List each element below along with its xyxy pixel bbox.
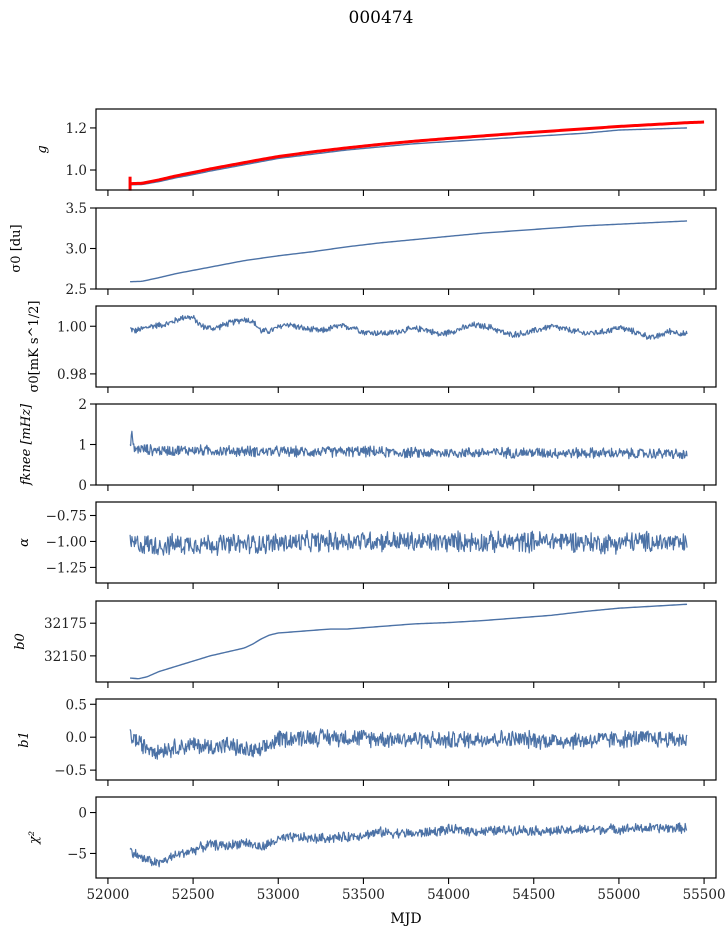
y-axis-label: b0 <box>13 633 28 650</box>
y-axis-label: g <box>35 145 50 153</box>
x-tick-label: 52000 <box>86 887 129 903</box>
series-line-sigma0_mK <box>130 314 688 340</box>
y-tick-label: 2.5 <box>66 282 87 298</box>
series-line-sigma0_du <box>130 220 688 283</box>
y-tick-label: 32175 <box>44 616 87 632</box>
panel-2: 2.5 3.0 3.5 σ0 [du] <box>9 201 717 298</box>
y-tick-label: 0 <box>78 478 87 494</box>
x-axis-label: MJD <box>390 911 421 927</box>
y-axis-label: b1 <box>17 731 32 748</box>
y-tick-label: −1.00 <box>46 534 87 550</box>
x-tick-label: 55500 <box>683 887 725 903</box>
x-tick-label: 55000 <box>597 887 640 903</box>
x-tick-label: 52500 <box>172 887 215 903</box>
y-tick-label: 1.0 <box>66 163 87 179</box>
y-tick-label: 3.0 <box>66 242 87 258</box>
y-tick-label: 32150 <box>44 649 87 665</box>
y-tick-label: 3.5 <box>66 201 87 217</box>
y-tick-label: −0.75 <box>46 509 87 525</box>
y-tick-label: 0.0 <box>66 730 87 746</box>
y-tick-label: −1.25 <box>46 560 87 576</box>
series-line-g-fit <box>130 120 705 186</box>
panels: 1.0 1.2 g 2.5 3.0 3.5 σ0 [du] 0.98 1.00 σ0[mK s^1… <box>9 108 725 903</box>
axes-frame <box>95 207 717 290</box>
y-axis-label: fknee [mHz] <box>19 403 34 486</box>
axes-frame <box>95 108 717 191</box>
x-tick-label: 54500 <box>512 887 555 903</box>
panel-4: 0 1 2 fknee [mHz] <box>19 397 717 494</box>
axes-frame <box>95 501 717 584</box>
y-axis-label: χ² <box>27 831 42 845</box>
panel-3: 0.98 1.00 σ0[mK s^1/2] <box>27 301 717 393</box>
x-tick-label: 53500 <box>342 887 385 903</box>
y-tick-label: −0.5 <box>54 763 87 779</box>
y-axis-label: σ0[mK s^1/2] <box>27 301 42 393</box>
y-tick-label: 1.00 <box>57 319 87 335</box>
series-line-chi2 <box>129 822 688 868</box>
series-line-g <box>130 127 688 186</box>
series-line-alpha <box>129 529 688 557</box>
x-tick-label: 53000 <box>257 887 300 903</box>
y-tick-label: 0 <box>78 806 87 822</box>
axes-frame <box>95 600 717 683</box>
y-axis-label: σ0 [du] <box>9 224 24 272</box>
axes-frame <box>95 796 717 879</box>
panel-5: −1.25 −1.00 −0.75 α <box>17 501 717 589</box>
panel-7: −0.5 0.0 0.5 b1 <box>17 697 717 786</box>
y-tick-label: 1.2 <box>66 121 87 137</box>
series-line-b1 <box>129 728 688 760</box>
y-tick-label: 1 <box>78 438 87 454</box>
axes-frame <box>95 305 717 388</box>
panel-1: 1.0 1.2 g <box>35 108 717 196</box>
y-tick-label: 2 <box>78 397 87 413</box>
figure-title: 000474 <box>349 8 414 28</box>
panel-6: 32150 32175 b0 <box>13 600 717 688</box>
y-tick-label: −5 <box>67 846 87 862</box>
series-line-fknee <box>129 430 688 460</box>
series-line-b0 <box>130 603 688 680</box>
axes-frame <box>95 698 717 781</box>
axes-frame <box>95 403 717 486</box>
y-tick-label: 0.5 <box>66 697 87 713</box>
x-tick-label: 54000 <box>427 887 470 903</box>
y-axis-label: α <box>17 538 32 547</box>
y-tick-label: 0.98 <box>57 367 87 383</box>
panel-8: −5 0 52000 52500 53000 53500 54000 54500 55000 55… <box>27 796 725 903</box>
